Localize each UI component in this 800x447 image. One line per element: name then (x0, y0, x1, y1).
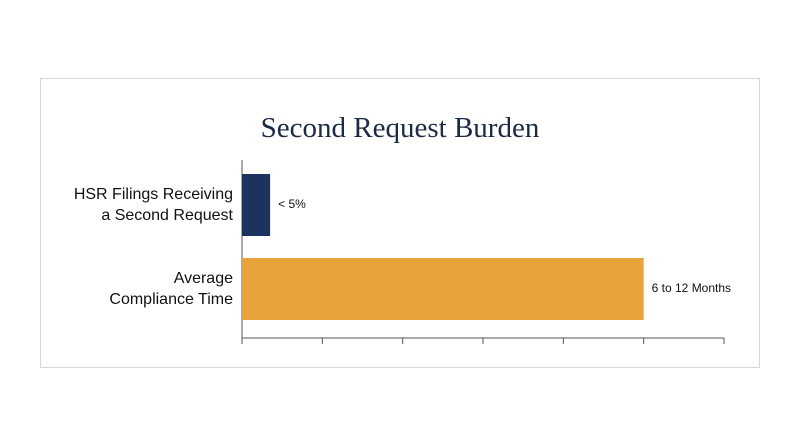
category-label: HSR Filings Receiving a Second Request (73, 186, 233, 224)
bar (242, 258, 644, 320)
chart-title: Second Request Burden (261, 112, 540, 144)
category-label: Average Compliance Time (109, 270, 233, 308)
value-label: < 5% (278, 197, 306, 211)
bar (242, 174, 271, 236)
value-label: 6 to 12 Months (652, 281, 731, 295)
